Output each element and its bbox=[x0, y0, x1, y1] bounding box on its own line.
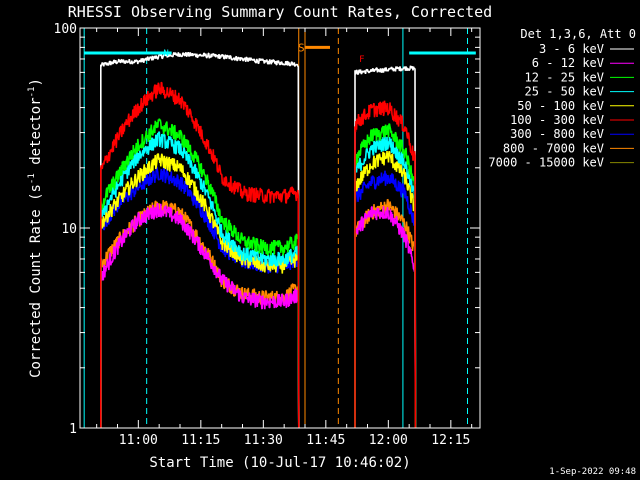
series-5-segment-0 bbox=[100, 81, 300, 429]
x-tick-label-0: 11:00 bbox=[119, 433, 158, 448]
legend-label-5: 100 - 300 keV bbox=[510, 113, 604, 127]
series-7-segment-1 bbox=[354, 198, 417, 429]
series-3-segment-0 bbox=[100, 131, 300, 429]
x-tick-label-4: 12:00 bbox=[369, 433, 408, 448]
legend-label-0: 3 - 6 keV bbox=[539, 42, 604, 56]
x-axis-label: Start Time (10-Jul-17 10:46:02) bbox=[149, 455, 410, 471]
y-label-mid: detector bbox=[28, 97, 44, 173]
series-1-segment-1 bbox=[354, 206, 417, 429]
x-tick-label-5: 12:15 bbox=[431, 433, 470, 448]
x-tick-label-1: 11:15 bbox=[181, 433, 220, 448]
legend-label-2: 12 - 25 keV bbox=[525, 70, 604, 84]
legend-title: Det 1,3,6, Att 0 bbox=[520, 27, 636, 41]
legend-label-7: 800 - 7000 keV bbox=[503, 141, 604, 155]
y-tick-label-0: 1 bbox=[69, 422, 77, 437]
y-label-end: ) bbox=[28, 78, 44, 86]
timestamp: 1-Sep-2022 09:48 bbox=[549, 467, 636, 477]
markers-layer: S N F bbox=[84, 41, 476, 65]
legend-label-3: 25 - 50 keV bbox=[525, 85, 604, 99]
y-label-main: Corrected Count Rate (s bbox=[28, 184, 44, 378]
legend-label-4: 50 - 100 keV bbox=[517, 99, 604, 113]
series-2-segment-1 bbox=[354, 123, 417, 429]
plot-lines bbox=[83, 28, 468, 428]
flag-marker-0: N bbox=[163, 49, 168, 59]
plot-frame bbox=[79, 27, 481, 429]
legend-label-6: 300 - 800 keV bbox=[510, 127, 604, 141]
series-5-segment-1 bbox=[354, 100, 417, 429]
series-layer bbox=[100, 51, 417, 429]
series-0-segment-0 bbox=[100, 51, 300, 429]
y-label-sup2: -1 bbox=[27, 87, 37, 98]
series-2-segment-0 bbox=[100, 118, 300, 429]
series-6-segment-1 bbox=[354, 170, 417, 429]
x-tick-label-3: 11:45 bbox=[306, 433, 345, 448]
series-0-segment-1 bbox=[354, 65, 417, 429]
series-1-segment-0 bbox=[100, 202, 300, 429]
axes-layer: 1 10 100 11:00 11:15 11:30 11:45 12:00 12:15 bbox=[54, 22, 480, 448]
flag-marker-1: F bbox=[359, 55, 364, 65]
y-tick-label-2: 100 bbox=[54, 22, 77, 37]
chart-title: RHESSI Observing Summary Count Rates, Co… bbox=[68, 3, 492, 21]
series-4-segment-1 bbox=[354, 150, 417, 429]
y-axis-label: Corrected Count Rate (s-1 detector-1) bbox=[27, 78, 44, 378]
y-label-sup1: -1 bbox=[27, 173, 37, 184]
saa-label: S bbox=[298, 41, 305, 54]
x-tick-label-2: 11:30 bbox=[244, 433, 283, 448]
y-tick-label-1: 10 bbox=[61, 222, 77, 237]
legend-label-1: 6 - 12 keV bbox=[532, 56, 604, 70]
legend-label-8: 7000 - 15000 keV bbox=[488, 156, 604, 170]
